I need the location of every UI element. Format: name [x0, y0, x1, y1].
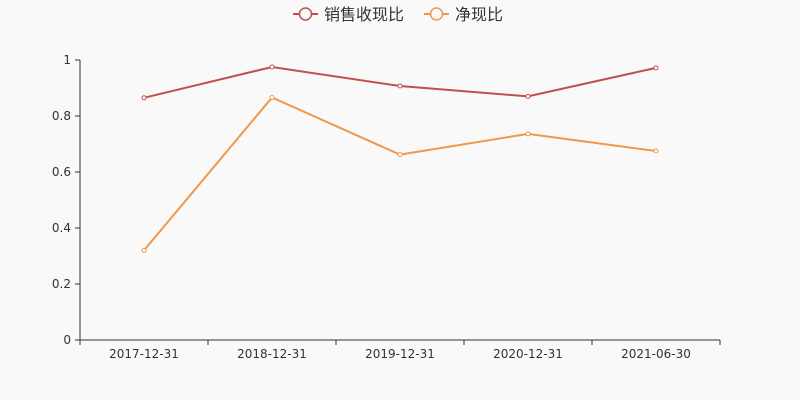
data-point[interactable] [397, 83, 403, 89]
series-0 [141, 64, 659, 101]
data-point[interactable] [653, 148, 659, 154]
legend-item[interactable]: 净现比 [424, 5, 503, 24]
data-point[interactable] [653, 65, 659, 71]
series-line [143, 96, 657, 252]
y-tick-label: 0.6 [52, 165, 71, 179]
y-tick-label: 0.2 [52, 277, 71, 291]
legend: 销售收现比 净现比 [293, 5, 503, 24]
x-tick-label: 2018-12-31 [237, 347, 307, 361]
data-point[interactable] [141, 95, 147, 101]
legend-label: 销售收现比 [324, 5, 404, 24]
y-axis-ticks: 0 0.2 0.4 0.6 0.8 1 [52, 53, 80, 347]
series-line [143, 65, 657, 99]
series-1 [141, 95, 659, 253]
legend-marker-icon [298, 7, 313, 21]
legend-label: 净现比 [455, 5, 503, 24]
x-tick-label: 2019-12-31 [365, 347, 435, 361]
y-tick-label: 0 [63, 333, 71, 347]
data-point[interactable] [525, 93, 531, 99]
y-tick-label: 1 [63, 53, 71, 67]
x-tick-label: 2017-12-31 [109, 347, 179, 361]
data-point[interactable] [269, 64, 275, 70]
data-point[interactable] [525, 131, 531, 137]
y-tick-label: 0.4 [52, 221, 71, 235]
data-point[interactable] [397, 152, 403, 158]
axes: 0 0.2 0.4 0.6 0.8 1 2017-12-31 2018-12-31 2019-… [52, 53, 721, 361]
x-axis-ticks: 2017-12-31 2018-12-31 2019-12-31 2020-12-31… [79, 340, 721, 361]
data-point[interactable] [141, 247, 147, 253]
data-point[interactable] [269, 95, 275, 101]
series-group [141, 64, 659, 253]
x-tick-label: 2021-06-30 [621, 347, 691, 361]
legend-item[interactable]: 销售收现比 [293, 5, 404, 24]
x-tick-label: 2020-12-31 [493, 347, 563, 361]
legend-marker-icon [429, 7, 444, 21]
y-tick-label: 0.8 [52, 109, 71, 123]
